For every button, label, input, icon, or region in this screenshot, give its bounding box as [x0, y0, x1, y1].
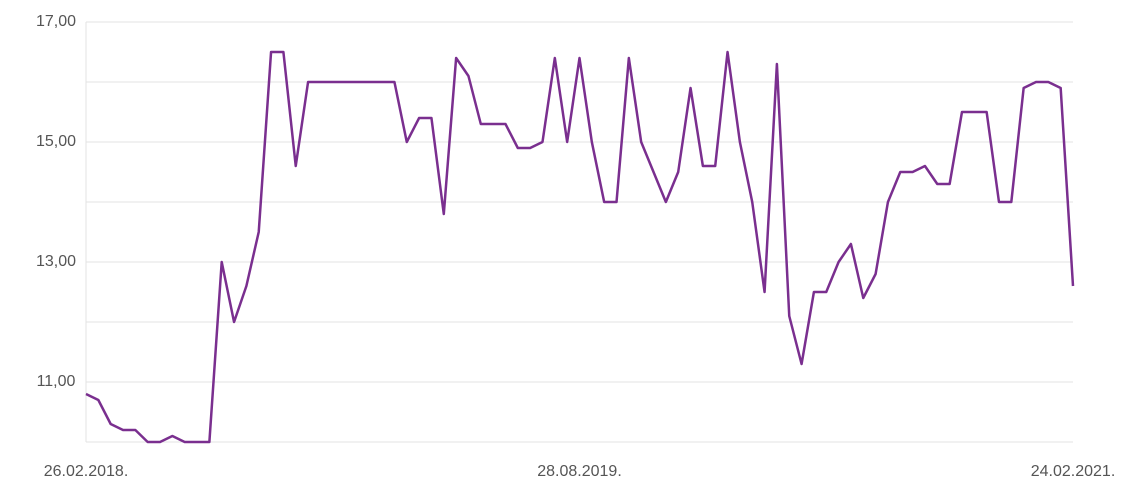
- x-tick-label: 28.08.2019.: [537, 463, 622, 480]
- y-tick-label: 15,00: [36, 133, 76, 150]
- x-tick-label: 24.02.2021.: [1031, 463, 1116, 480]
- x-tick-label: 26.02.2018.: [44, 463, 129, 480]
- y-tick-label: 11,00: [37, 373, 76, 390]
- y-tick-label: 17,00: [36, 13, 76, 30]
- price-line: [85, 50, 1075, 444]
- y-tick-label: 13,00: [36, 253, 76, 270]
